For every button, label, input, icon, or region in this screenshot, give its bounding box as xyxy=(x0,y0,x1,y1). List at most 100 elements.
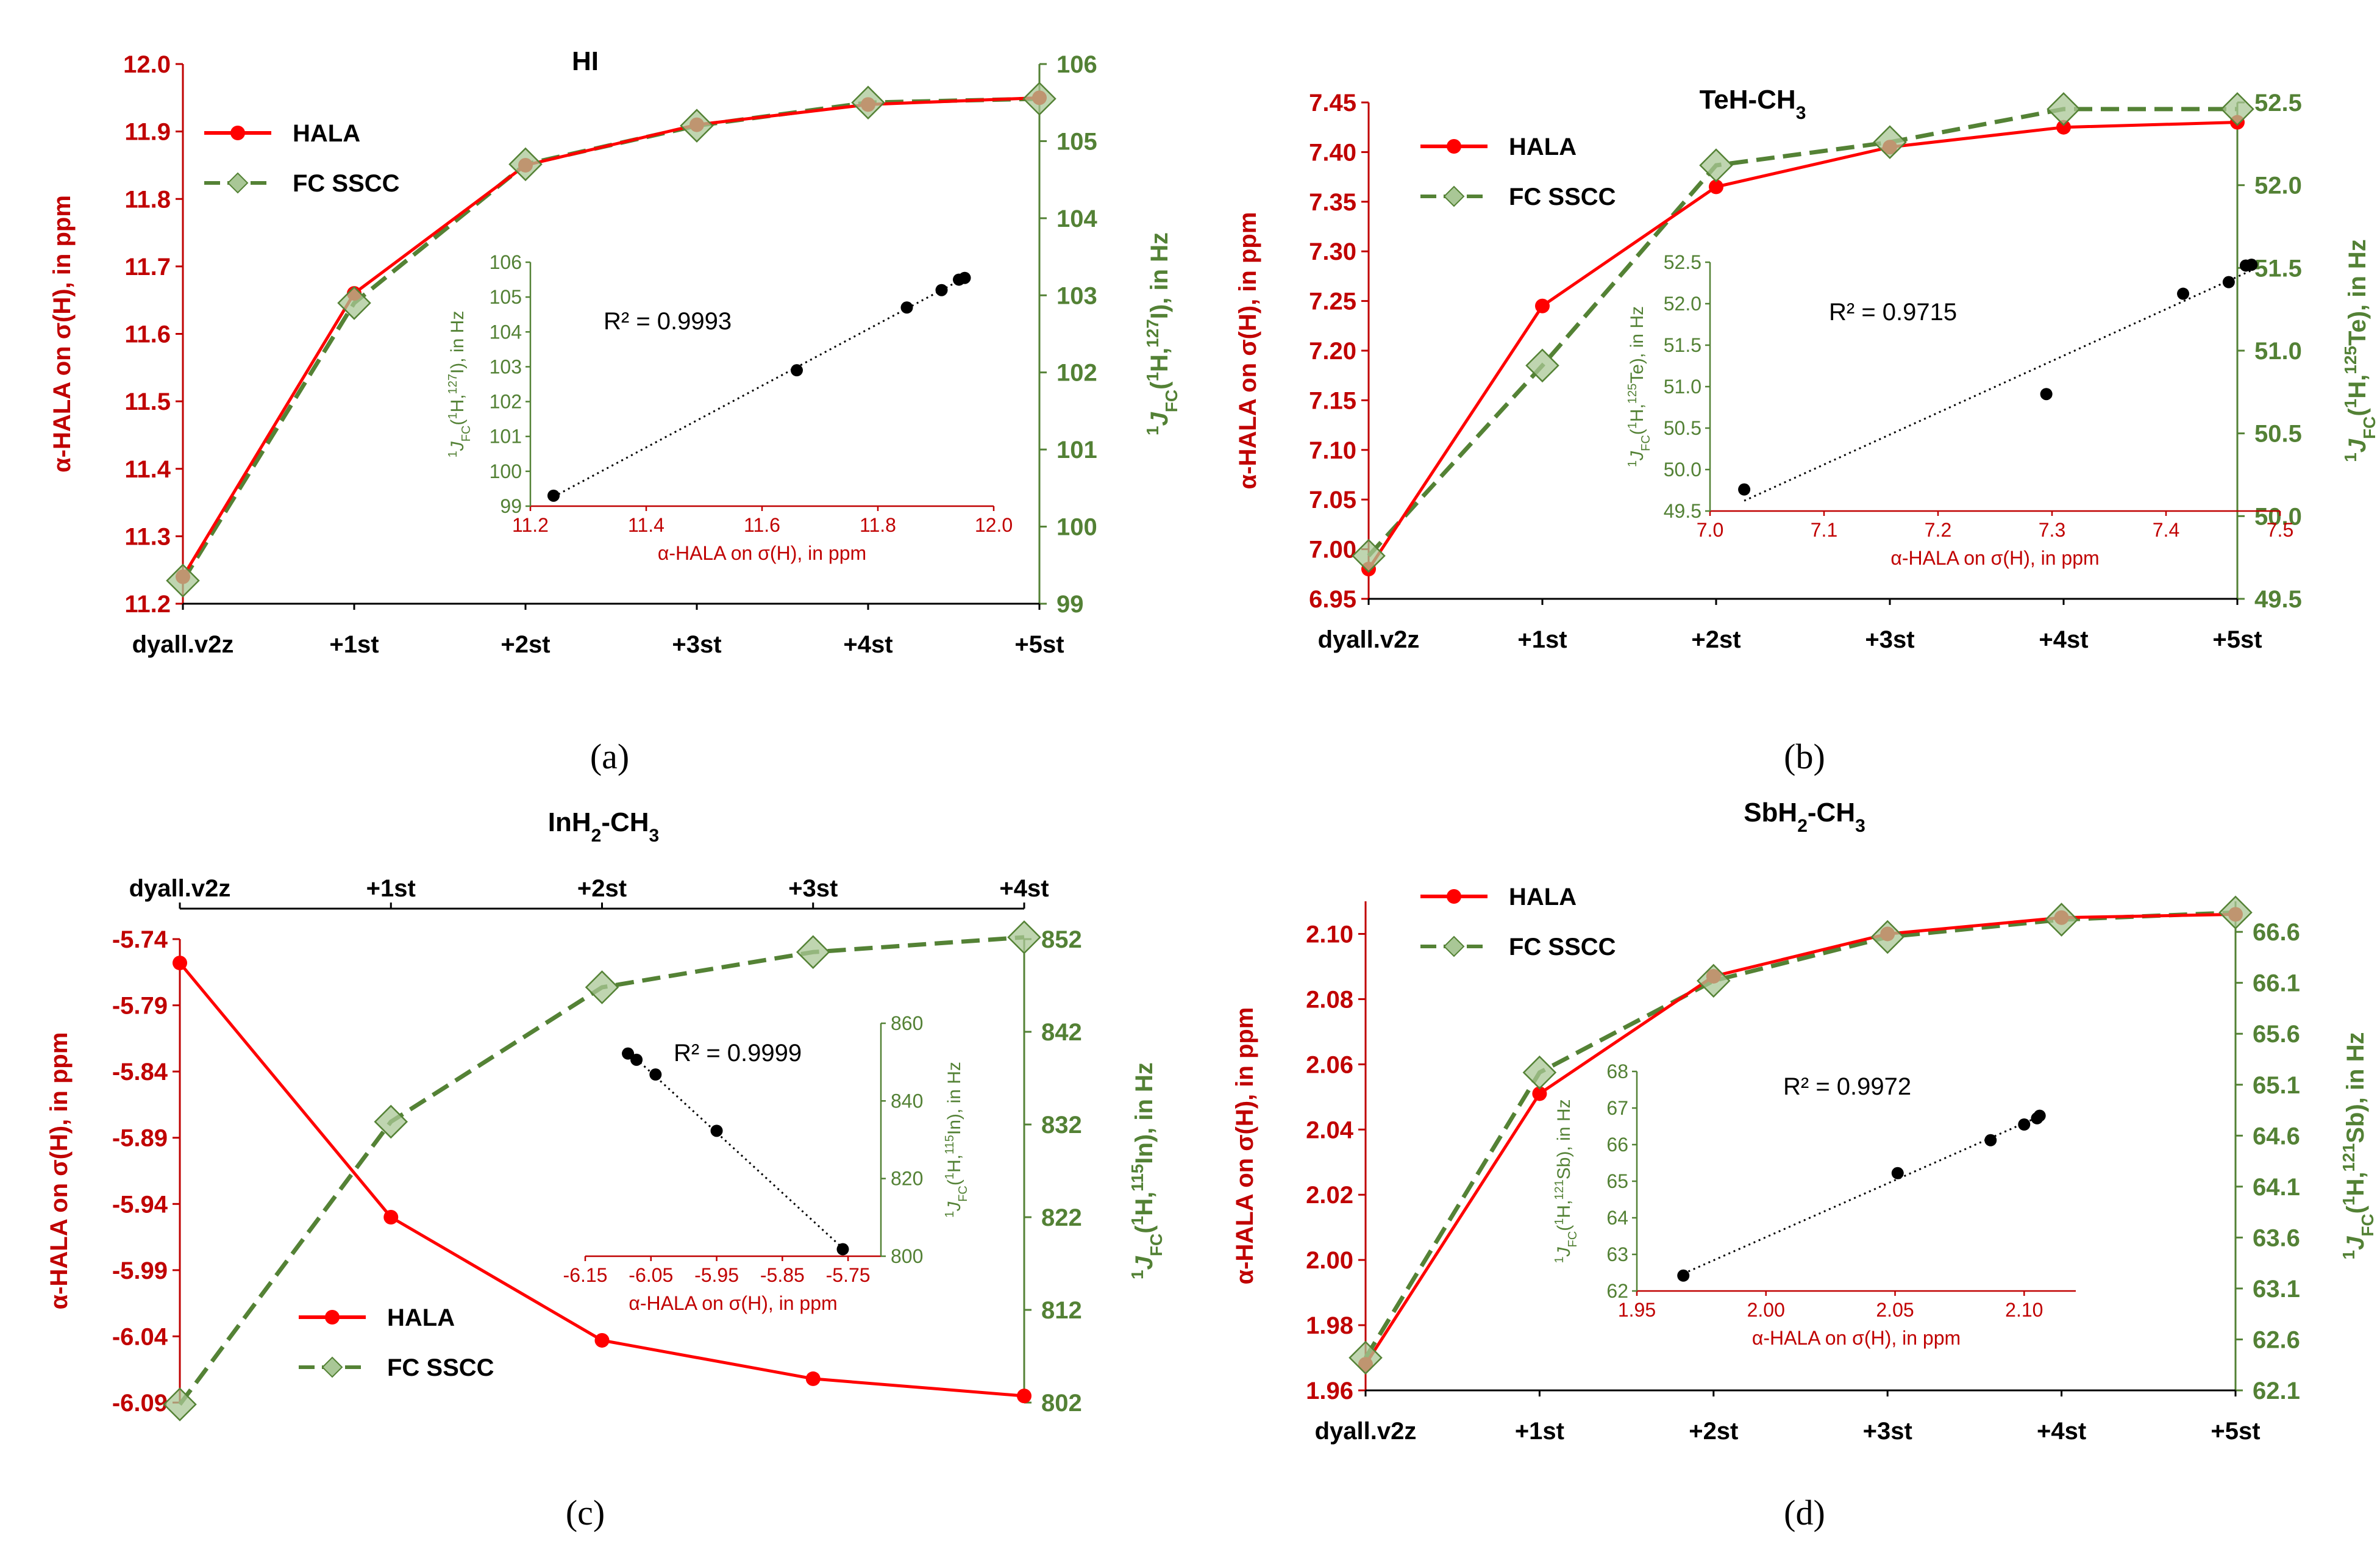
subfigure-label: (c) xyxy=(566,1493,605,1532)
inset-point xyxy=(836,1243,849,1256)
left-axis-title: α-HALA on σ(H), in ppm xyxy=(49,195,76,473)
label-part: H, xyxy=(1554,1200,1574,1218)
right-tick-label: 802 xyxy=(1041,1390,1082,1417)
label-part: ( xyxy=(944,1179,964,1185)
inset-x-tick-label: 1.95 xyxy=(1618,1299,1656,1321)
label-part: 3 xyxy=(649,826,660,846)
x-tick-label: +2st xyxy=(1691,626,1740,653)
fc-sscc-point xyxy=(1697,964,1731,998)
right-tick-label: 102 xyxy=(1056,360,1097,387)
label-part: H, xyxy=(447,394,468,412)
label-part: J xyxy=(1627,451,1647,461)
inset-x-tick-label: -5.95 xyxy=(694,1264,739,1286)
left-tick-label: -6.09 xyxy=(112,1390,168,1417)
left-tick-label: 2.04 xyxy=(1306,1117,1354,1143)
x-tick-label: +1st xyxy=(1515,1418,1564,1445)
label-part: 125 xyxy=(2341,346,2360,374)
fc-sscc-point xyxy=(1022,82,1056,116)
x-tick-label: dyall.v2z xyxy=(1315,1418,1417,1445)
inset-x-tick-label: 2.10 xyxy=(2005,1299,2043,1321)
left-tick-label: -5.99 xyxy=(112,1257,168,1284)
right-tick-label: 106 xyxy=(1056,51,1097,78)
left-tick-label: 11.3 xyxy=(124,523,171,550)
inset-scatter: 7.0 7.1 7.2 7.3 7.4 7.5 49.5 50.0 50.5 51.0 51.5 52… xyxy=(1626,251,2293,569)
inset-y-tick-label: 68 xyxy=(1606,1060,1628,1082)
label-part: 1 xyxy=(943,1173,957,1179)
left-tick-label: 2.06 xyxy=(1306,1051,1353,1078)
left-tick-label: 7.10 xyxy=(1309,437,1356,464)
x-tick-label: +3st xyxy=(672,631,721,658)
inset-r2-label: R² = 0.9715 xyxy=(1829,299,1957,326)
inset-x-tick-label: -5.75 xyxy=(826,1264,871,1286)
label-part: J xyxy=(944,1201,964,1212)
label-part: 1 xyxy=(2341,452,2360,462)
label-part: J xyxy=(1554,1246,1574,1257)
label-part: 1 xyxy=(2341,399,2360,409)
left-tick-label: 7.40 xyxy=(1309,139,1356,166)
fc-sscc-point xyxy=(163,1387,197,1421)
label-part: 115 xyxy=(943,1135,957,1154)
legend-hala-marker xyxy=(230,126,245,140)
left-tick-label: 7.00 xyxy=(1309,537,1356,563)
label-part: ( xyxy=(1146,381,1173,390)
right-tick-label: 52.5 xyxy=(2254,90,2302,116)
label-part: H, xyxy=(1627,404,1647,422)
left-tick-label: 7.15 xyxy=(1309,387,1356,414)
label-part: -CH xyxy=(1808,798,1855,828)
right-tick-label: 64.1 xyxy=(2253,1174,2300,1201)
inset-x-title: α-HALA on σ(H), in ppm xyxy=(629,1292,837,1314)
left-tick-label: -5.79 xyxy=(112,993,168,1020)
right-tick-label: 852 xyxy=(1041,926,1082,953)
right-tick-label: 66.6 xyxy=(2253,919,2300,946)
inset-y-title: 1JFC(1H,121Sb), in Hz xyxy=(1553,1099,1580,1263)
fc-sscc-point xyxy=(374,1104,408,1139)
right-tick-label: 103 xyxy=(1056,282,1097,309)
left-tick-label: -5.84 xyxy=(112,1059,168,1085)
right-tick-label: 64.6 xyxy=(2253,1123,2300,1149)
label-part: 1 xyxy=(446,412,460,419)
x-tick-label: +1st xyxy=(366,875,416,902)
inset-y-tick-label: 102 xyxy=(490,391,522,413)
fc-sscc-point xyxy=(796,935,830,970)
label-part: 1 xyxy=(1128,1270,1147,1279)
inset-point xyxy=(2222,276,2235,288)
label-part: 125 xyxy=(1626,384,1639,404)
label-part: 121 xyxy=(2339,1143,2358,1172)
label-part: ( xyxy=(447,420,468,426)
left-tick-label: -5.94 xyxy=(112,1191,168,1218)
left-tick-label: 11.5 xyxy=(124,388,171,415)
hala-point xyxy=(1532,1086,1547,1101)
inset-y-tick-label: 62 xyxy=(1606,1280,1628,1302)
inset-x-tick-label: 11.8 xyxy=(860,514,896,536)
fc-sscc-point xyxy=(508,147,543,182)
fc-sscc-point xyxy=(851,85,885,120)
label-part: 3 xyxy=(1796,103,1806,123)
legend-hala-marker xyxy=(325,1310,340,1325)
right-tick-label: 63.1 xyxy=(2253,1276,2300,1303)
label-part: 1 xyxy=(1143,372,1162,382)
label-part: In), in Hz xyxy=(944,1062,964,1135)
left-tick-label: 6.95 xyxy=(1309,586,1356,613)
right-tick-label: 100 xyxy=(1056,514,1097,541)
label-part: 3 xyxy=(1855,816,1865,836)
inset-x-tick-label: 11.6 xyxy=(744,514,780,536)
inset-point xyxy=(622,1047,635,1060)
right-tick-label: 51.0 xyxy=(2254,338,2302,365)
x-tick-label: +1st xyxy=(329,631,379,658)
inset-point xyxy=(2033,1109,2046,1122)
legend: HALA FC SSCC xyxy=(299,1304,494,1381)
inset-point xyxy=(2245,259,2258,271)
inset-y-tick-label: 101 xyxy=(490,426,522,448)
left-tick-label: 7.30 xyxy=(1309,238,1356,265)
label-part: H, xyxy=(944,1154,964,1173)
panel-b: 6.95 7.00 7.05 7.10 7.15 7.20 7.25 7.30 7.35 7.40… xyxy=(1235,85,2379,776)
label-part: H, xyxy=(2344,374,2371,399)
left-tick-label: 7.05 xyxy=(1309,487,1356,513)
right-tick-label: 104 xyxy=(1056,206,1097,232)
inset-y-tick-label: 65 xyxy=(1606,1170,1628,1192)
label-part: 1 xyxy=(2339,1196,2358,1206)
inset-y-tick-label: 50.0 xyxy=(1664,459,1701,481)
left-tick-label: 2.08 xyxy=(1306,986,1353,1013)
hala-line xyxy=(1367,121,2238,570)
inset-x-tick-label: 12.0 xyxy=(975,514,1013,536)
